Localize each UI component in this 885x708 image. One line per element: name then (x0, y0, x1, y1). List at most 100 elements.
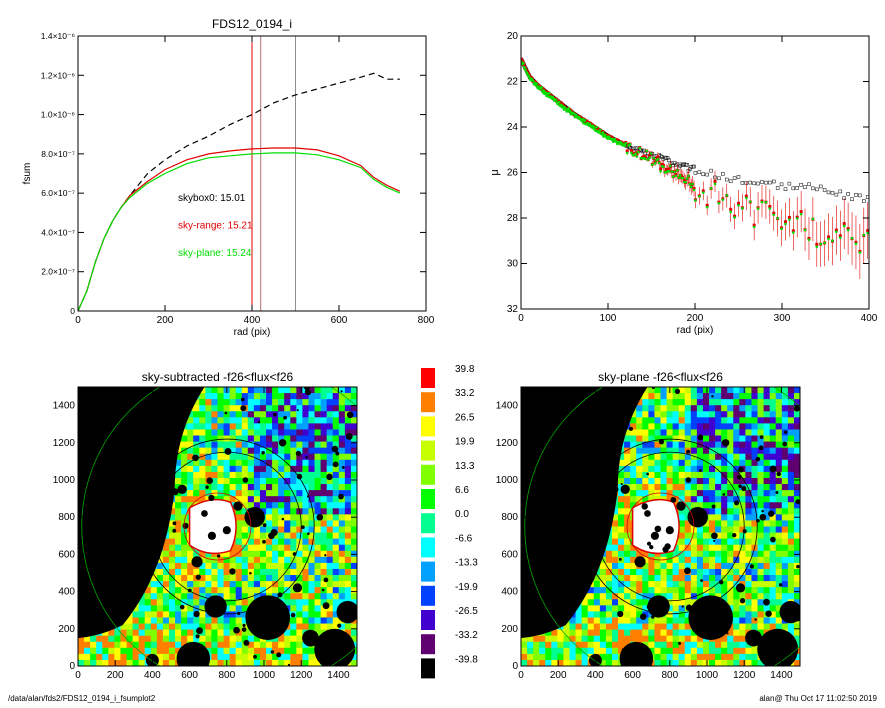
noise-cell (690, 538, 698, 546)
noise-cell (642, 550, 649, 558)
green-marker (717, 201, 721, 205)
green-marker (653, 162, 657, 165)
noise-cell (672, 556, 680, 564)
noise-cell (727, 593, 734, 600)
noise-cell (690, 447, 698, 455)
noise-cell (259, 544, 267, 552)
noise-cell (272, 471, 279, 479)
noise-cell (605, 659, 613, 666)
noise-cell (575, 659, 583, 666)
noise-cell (715, 477, 722, 485)
noise-cell (296, 641, 303, 649)
noise-cell (326, 587, 334, 594)
noise-cell (630, 605, 637, 612)
noise-cell (126, 635, 134, 643)
noise-cell (739, 556, 746, 564)
noise-cell (678, 623, 686, 631)
green-marker (815, 245, 819, 249)
noise-cell (721, 641, 728, 649)
noise-cell (314, 459, 322, 467)
green-marker (531, 79, 535, 83)
noise-cell (696, 417, 704, 424)
noise-cell (205, 617, 212, 625)
noise-cell (350, 623, 357, 631)
green-marker (567, 106, 571, 110)
noise-cell (344, 393, 352, 400)
noise-cell (205, 593, 212, 600)
noise-cell (253, 490, 261, 497)
noise-cell (205, 647, 212, 655)
noise-cell (181, 562, 188, 570)
noise-cell (727, 508, 734, 515)
noise-cell (611, 568, 619, 576)
noise-cell (745, 605, 752, 612)
noise-cell (253, 435, 261, 443)
noise-cell (308, 471, 316, 479)
noise-cell (611, 641, 619, 649)
noise-cell (296, 605, 303, 612)
noise-cell (326, 550, 334, 558)
noise-cell (278, 477, 285, 485)
noise-cell (684, 532, 692, 540)
colorbar-label: -33.2 (455, 630, 478, 641)
noise-cell (284, 417, 291, 424)
noise-cell (733, 471, 740, 479)
noise-cell (102, 641, 109, 649)
noise-cell (302, 599, 309, 606)
noise-cell (284, 447, 291, 455)
noise-cell (350, 575, 357, 582)
noise-cell (284, 629, 291, 637)
noise-cell (702, 411, 710, 418)
noise-cell (326, 514, 334, 521)
x-axis-label: rad (pix) (677, 325, 714, 336)
red-marker (842, 222, 846, 226)
noise-cell (751, 393, 759, 400)
noise-cell (284, 393, 291, 400)
noise-cell (733, 581, 740, 588)
noise-cell (715, 550, 722, 558)
noise-cell (666, 453, 674, 461)
noise-cell (751, 423, 759, 430)
noise-cell (350, 459, 357, 467)
noise-cell (326, 477, 334, 485)
noise-cell (539, 653, 546, 661)
noise-cell (168, 550, 176, 558)
noise-cell (350, 471, 357, 479)
noise-cell (581, 623, 589, 631)
noise-cell (332, 429, 340, 437)
noise-cell (696, 635, 704, 643)
noise-cell (320, 465, 328, 473)
small-mask (240, 397, 245, 402)
noise-cell (290, 441, 297, 449)
noise-cell (156, 617, 164, 625)
y-tick-label: 28 (507, 213, 519, 224)
green-marker (593, 126, 596, 129)
noise-cell (211, 387, 218, 394)
aperture-circle (81, 387, 357, 666)
noise-cell (229, 411, 237, 418)
noise-cell (181, 593, 188, 600)
noise-cell (278, 647, 285, 655)
noise-cell (636, 623, 643, 631)
x-tick-label: 800 (418, 315, 435, 326)
green-marker (557, 100, 561, 104)
noise-cell (229, 556, 237, 564)
noise-cell (284, 441, 291, 449)
noise-cell (751, 490, 759, 497)
noise-cell (150, 635, 158, 643)
noise-cell (217, 641, 225, 649)
noise-cell (314, 550, 322, 558)
noise-cell (229, 405, 237, 412)
noise-cell (611, 532, 619, 540)
noise-cell (642, 423, 649, 430)
noise-cell (235, 411, 243, 418)
colorbar: 39.833.226.519.913.36.60.0-6.6-13.3-19.9… (421, 364, 478, 679)
small-mask (224, 448, 232, 455)
noise-cell (660, 593, 668, 600)
small-mask (296, 409, 299, 412)
noise-cell (684, 405, 692, 412)
y-tick-label: 1400 (53, 401, 76, 412)
noise-cell (168, 532, 176, 540)
black-marker (764, 180, 768, 185)
noise-cell (162, 550, 170, 558)
